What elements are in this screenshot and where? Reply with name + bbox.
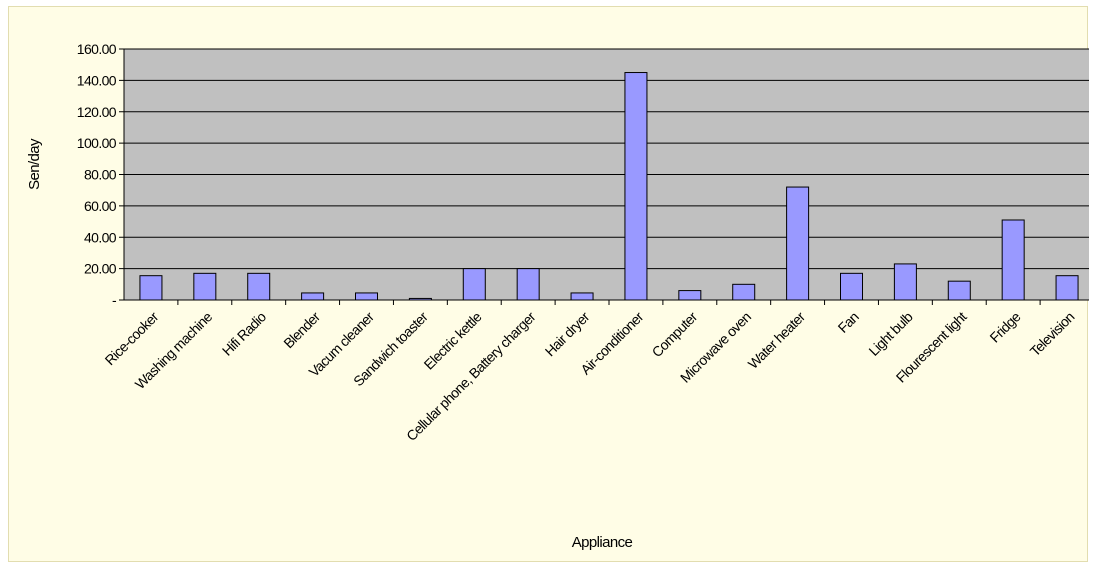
x-category-label: Fan bbox=[835, 309, 862, 336]
bar-chart: - 20.00 40.00 60.00 80.00 100.00 120.00 140.00 1… bbox=[26, 41, 1089, 551]
y-tick-label: 160.00 bbox=[77, 41, 117, 57]
bar bbox=[193, 272, 217, 301]
y-tick-label: 40.00 bbox=[84, 229, 117, 245]
x-axis-title: Appliance bbox=[572, 534, 633, 551]
x-category-label: Water heater bbox=[745, 308, 809, 372]
bar bbox=[732, 283, 756, 301]
y-tick-label: 140.00 bbox=[77, 72, 117, 88]
bar bbox=[247, 272, 271, 301]
y-tick-label: 20.00 bbox=[84, 261, 117, 277]
bar bbox=[570, 292, 594, 301]
x-category-label: Television bbox=[1027, 309, 1078, 360]
y-tick-label: 100.00 bbox=[77, 135, 117, 151]
gridlines bbox=[124, 48, 1089, 270]
x-category-label: Hair dryer bbox=[542, 308, 593, 359]
bar bbox=[678, 290, 702, 301]
y-tick-label: 120.00 bbox=[77, 104, 117, 120]
y-tick-labels: - 20.00 40.00 60.00 80.00 100.00 120.00 140.00 1… bbox=[77, 41, 118, 308]
x-category-label: Fridge bbox=[986, 308, 1023, 345]
x-category-label: Light bulb bbox=[866, 308, 917, 359]
y-tick-label: 60.00 bbox=[84, 198, 117, 214]
bars bbox=[139, 72, 1079, 301]
bar bbox=[139, 275, 163, 301]
x-category-label: Blender bbox=[280, 308, 323, 351]
bar bbox=[840, 272, 863, 301]
bar bbox=[355, 292, 378, 301]
chart-frame: - 20.00 40.00 60.00 80.00 100.00 120.00 140.00 1… bbox=[8, 6, 1089, 562]
x-category-label: Computer bbox=[649, 308, 701, 360]
bar bbox=[786, 186, 810, 301]
y-tick-label: - bbox=[112, 292, 117, 308]
axes bbox=[119, 48, 1089, 305]
x-category-label: Hifi Radio bbox=[219, 308, 270, 359]
bar bbox=[624, 72, 648, 301]
bar bbox=[516, 268, 540, 301]
bar bbox=[301, 292, 325, 301]
y-tick-label: 80.00 bbox=[84, 167, 117, 183]
bar bbox=[1001, 219, 1025, 301]
bar bbox=[947, 280, 971, 301]
bar bbox=[1055, 275, 1079, 301]
bar bbox=[893, 263, 917, 301]
bar bbox=[462, 268, 486, 301]
y-axis-title: Sen/day bbox=[26, 138, 43, 190]
